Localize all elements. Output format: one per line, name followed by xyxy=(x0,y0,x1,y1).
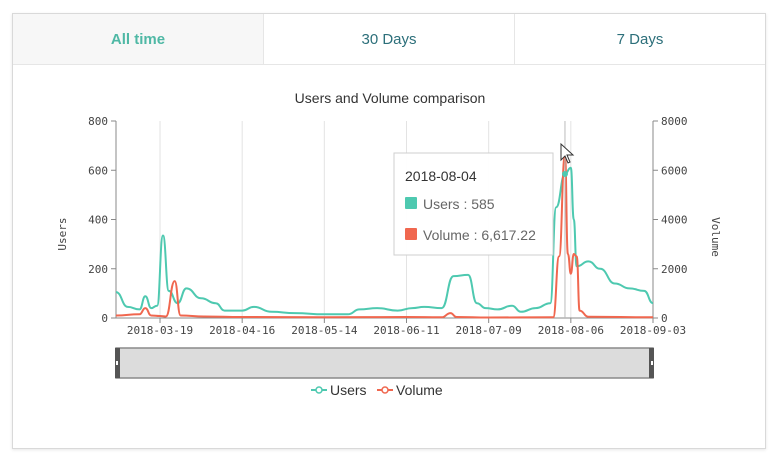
legend-label-users: Users xyxy=(330,382,367,398)
tooltip-users-swatch xyxy=(405,197,417,209)
tooltip-date: 2018-08-04 xyxy=(405,168,477,184)
range-slider-grip-right xyxy=(651,361,653,365)
y-tick-label: 200 xyxy=(88,263,108,276)
range-slider-grip-left xyxy=(116,361,118,365)
tab-30-days[interactable]: 30 Days xyxy=(264,14,515,64)
x-tick-label: 2018-04-16 xyxy=(209,324,275,337)
legend-marker-volume xyxy=(381,386,389,394)
time-range-tabs: All time 30 Days 7 Days xyxy=(13,14,765,65)
series-line-users xyxy=(115,166,654,316)
tooltip-box xyxy=(393,152,554,256)
series-line-volume xyxy=(115,154,654,319)
mouse-pointer-icon xyxy=(560,142,575,164)
y2-axis-label: Volume xyxy=(709,217,722,257)
hover-point-users xyxy=(561,170,568,177)
x-tick-label: 2018-09-03 xyxy=(620,324,686,337)
tab-7-days[interactable]: 7 Days xyxy=(616,30,664,48)
y2-tick-label: 8000 xyxy=(661,115,688,128)
y2-tick-label: 0 xyxy=(661,312,668,325)
tooltip-users-text: Users : 585 xyxy=(423,196,495,212)
y2-tick-label: 4000 xyxy=(661,214,688,227)
tab-all-time[interactable]: All time xyxy=(13,14,264,64)
y-axis-label: Users xyxy=(56,217,69,250)
range-slider[interactable] xyxy=(115,347,654,379)
tooltip-volume-swatch xyxy=(405,228,417,240)
tooltip-volume-text: Volume : 6,617.22 xyxy=(423,227,536,243)
y2-tick-label: 2000 xyxy=(661,263,688,276)
legend-item-users[interactable]: Users xyxy=(311,382,367,398)
legend-label-volume: Volume xyxy=(396,382,443,398)
y-tick-label: 800 xyxy=(88,115,108,128)
x-tick-label: 2018-06-11 xyxy=(373,324,439,337)
legend-marker-users xyxy=(315,386,323,394)
y-tick-label: 400 xyxy=(88,214,108,227)
y2-tick-label: 6000 xyxy=(661,164,688,177)
x-tick-label: 2018-03-19 xyxy=(127,324,193,337)
x-tick-label: 2018-08-06 xyxy=(538,324,604,337)
y-tick-label: 0 xyxy=(101,312,108,325)
x-tick-label: 2018-07-09 xyxy=(456,324,522,337)
chart-title: Users and Volume comparison xyxy=(295,90,486,106)
legend-item-volume[interactable]: Volume xyxy=(377,382,443,398)
x-tick-label: 2018-05-14 xyxy=(291,324,358,337)
y-tick-label: 600 xyxy=(88,164,108,177)
